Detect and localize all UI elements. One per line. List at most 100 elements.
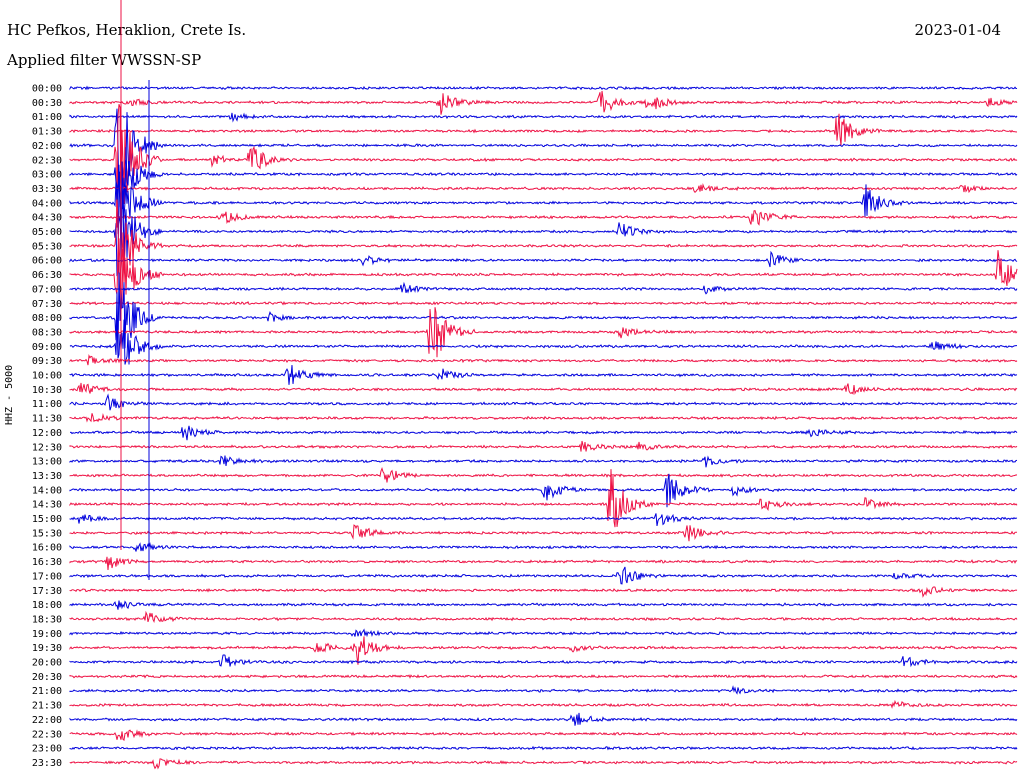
trace-line bbox=[69, 272, 1018, 355]
row-time-label: 17:30 bbox=[32, 586, 62, 597]
trace-line bbox=[69, 455, 1018, 468]
row-time-label: 11:00 bbox=[32, 399, 62, 410]
row-time-label: 21:00 bbox=[32, 686, 62, 697]
row-time-label: 07:30 bbox=[32, 299, 62, 310]
row-time-label: 13:00 bbox=[32, 457, 62, 468]
trace-line bbox=[69, 179, 1018, 277]
date-label: 2023-01-04 bbox=[914, 21, 1001, 39]
trace-line bbox=[69, 314, 1017, 365]
row-time-label: 18:00 bbox=[32, 600, 62, 611]
trace-line bbox=[69, 758, 1018, 770]
trace-line bbox=[69, 566, 1018, 585]
trace-line bbox=[69, 628, 1018, 638]
trace-line bbox=[69, 353, 1018, 366]
row-time-label: 15:30 bbox=[32, 528, 62, 539]
trace-line bbox=[69, 542, 1018, 552]
row-time-label: 22:00 bbox=[32, 715, 62, 726]
trace-line bbox=[69, 473, 1018, 508]
trace-line bbox=[69, 108, 1018, 194]
row-time-label: 23:30 bbox=[32, 758, 62, 769]
row-time-label: 10:00 bbox=[32, 371, 62, 382]
row-time-label: 06:30 bbox=[32, 270, 62, 281]
row-time-label: 13:30 bbox=[32, 471, 62, 482]
trace-line bbox=[69, 674, 1018, 679]
trace-line bbox=[69, 466, 1018, 483]
row-time-label: 17:00 bbox=[32, 571, 62, 582]
row-time-label: 05:30 bbox=[32, 241, 62, 252]
row-time-label: 12:00 bbox=[32, 428, 62, 439]
row-time-label: 01:30 bbox=[32, 127, 62, 138]
row-time-label: 14:30 bbox=[32, 500, 62, 511]
row-time-label: 00:30 bbox=[32, 98, 62, 109]
row-time-label: 14:00 bbox=[32, 485, 62, 496]
row-time-label: 11:30 bbox=[32, 414, 62, 425]
row-time-label: 20:00 bbox=[32, 658, 62, 669]
row-time-label: 07:00 bbox=[32, 284, 62, 295]
row-time-label: 21:30 bbox=[32, 701, 62, 712]
trace-line bbox=[69, 610, 1018, 623]
trace-line bbox=[69, 636, 1018, 665]
trace-line bbox=[69, 250, 1018, 268]
station-title: HC Pefkos, Heraklion, Crete Is. bbox=[7, 21, 247, 39]
trace-line bbox=[69, 85, 1018, 91]
trace-line bbox=[69, 425, 1018, 441]
trace-line bbox=[69, 238, 1018, 311]
row-time-label: 03:30 bbox=[32, 184, 62, 195]
trace-line bbox=[69, 729, 1018, 742]
row-time-label: 19:30 bbox=[32, 643, 62, 654]
trace-line bbox=[69, 524, 1018, 542]
row-time-label: 12:30 bbox=[32, 442, 62, 453]
row-time-label: 04:30 bbox=[32, 213, 62, 224]
trace-line bbox=[69, 440, 1018, 452]
trace-line bbox=[69, 90, 1018, 115]
trace-line bbox=[69, 586, 1018, 598]
trace-line bbox=[69, 182, 1018, 194]
row-time-label: 23:00 bbox=[32, 744, 62, 755]
row-time-label: 16:00 bbox=[32, 543, 62, 554]
trace-line bbox=[69, 712, 1018, 726]
trace-line bbox=[69, 365, 1018, 385]
trace-line bbox=[69, 685, 1018, 695]
trace-line bbox=[69, 654, 1018, 668]
filter-label: Applied filter WWSSN-SP bbox=[7, 51, 202, 69]
trace-line bbox=[69, 393, 1018, 411]
row-time-label: 08:30 bbox=[32, 327, 62, 338]
row-time-label: 18:30 bbox=[32, 614, 62, 625]
row-time-label: 00:00 bbox=[32, 84, 62, 95]
trace-line bbox=[69, 307, 1018, 358]
row-time-label: 03:00 bbox=[32, 170, 62, 181]
row-time-label: 01:00 bbox=[32, 112, 62, 123]
row-time-label: 04:00 bbox=[32, 198, 62, 209]
row-time-label: 09:00 bbox=[32, 342, 62, 353]
trace-line bbox=[69, 382, 1018, 395]
trace-line bbox=[69, 556, 1018, 571]
row-time-label: 16:30 bbox=[32, 557, 62, 568]
trace-line bbox=[69, 745, 1018, 751]
trace-line bbox=[69, 469, 1018, 528]
trace-line bbox=[69, 209, 1018, 226]
row-time-label: 10:30 bbox=[32, 385, 62, 396]
trace-line bbox=[69, 413, 1018, 423]
row-time-label: 06:00 bbox=[32, 256, 62, 267]
row-time-label: 02:00 bbox=[32, 141, 62, 152]
row-time-label: 05:00 bbox=[32, 227, 62, 238]
trace-line bbox=[69, 699, 1018, 709]
trace-line bbox=[69, 281, 1018, 295]
row-time-label: 19:00 bbox=[32, 629, 62, 640]
row-time-label: 02:30 bbox=[32, 155, 62, 166]
row-time-label: 15:00 bbox=[32, 514, 62, 525]
row-time-label: 22:30 bbox=[32, 729, 62, 740]
row-time-label: 20:30 bbox=[32, 672, 62, 683]
trace-line bbox=[69, 104, 1018, 228]
trace-line bbox=[69, 300, 1018, 306]
row-time-label: 09:30 bbox=[32, 356, 62, 367]
trace-line bbox=[69, 113, 1018, 146]
trace-line bbox=[69, 161, 1018, 235]
trace-line bbox=[69, 600, 1018, 610]
trace-line bbox=[69, 199, 1018, 292]
trace-line bbox=[69, 112, 1018, 123]
trace-line bbox=[69, 513, 1018, 526]
trace-line bbox=[69, 147, 1018, 210]
